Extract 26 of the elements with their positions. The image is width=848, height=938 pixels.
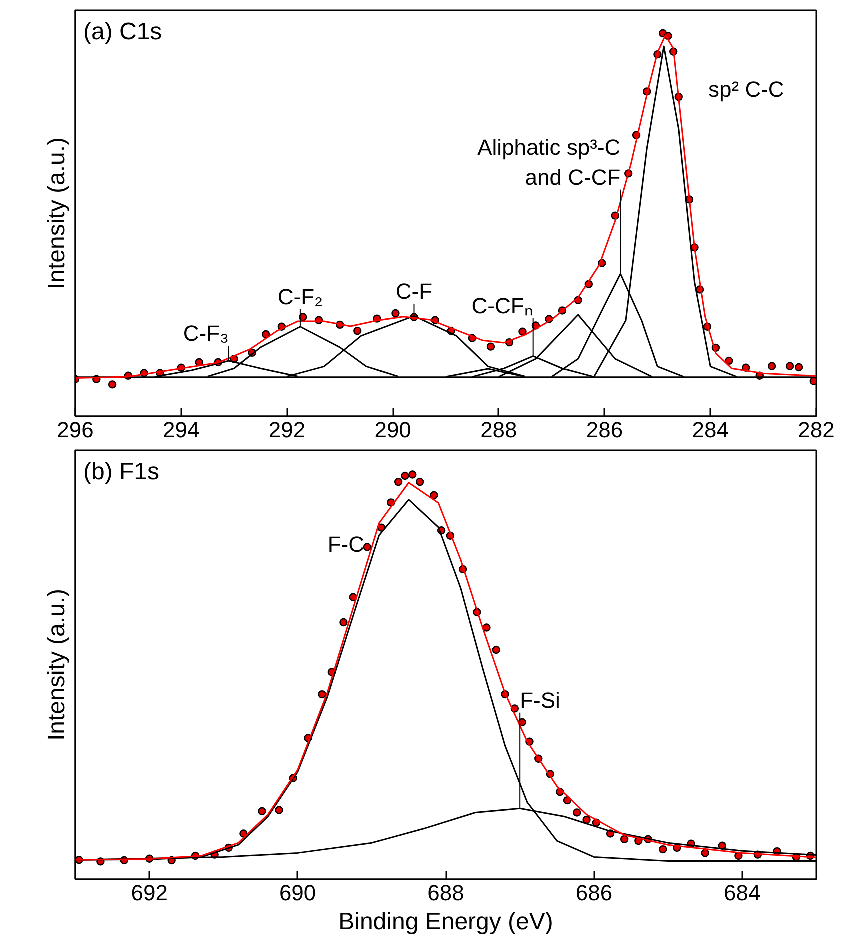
series-label: C-CFₙ <box>472 293 534 318</box>
y-axis-title: Intensity (a.u.) <box>44 137 70 290</box>
series-label: F-C <box>328 532 365 557</box>
x-tick-label: 690 <box>279 880 316 906</box>
x-tick-label: 286 <box>586 418 624 442</box>
y-axis-title: Intensity (a.u.) <box>44 588 70 742</box>
x-tick-label: 292 <box>268 418 306 442</box>
text: Aliphatic sp³-C and C-CF <box>478 134 621 190</box>
series-label: C-F <box>396 278 433 304</box>
series-label: C-F₂ <box>278 284 324 310</box>
series-label: C-F₃ <box>183 321 230 346</box>
x-tick-label: 288 <box>480 418 518 442</box>
text: F-Si <box>520 688 560 713</box>
x-axis-title: Binding Energy (eV) <box>338 908 554 936</box>
x-tick-label: 290 <box>374 418 412 442</box>
chart-title: (a) C1s <box>84 18 162 46</box>
x-tick-label: 282 <box>798 418 835 442</box>
x-tick-label: 688 <box>428 880 464 906</box>
chart-title: (b) F1s <box>84 458 160 486</box>
series-label: sp² C-C <box>708 77 784 102</box>
x-tick-label: 294 <box>163 418 200 442</box>
x-tick-label: 684 <box>724 880 761 906</box>
x-tick-label: 686 <box>576 880 613 906</box>
x-tick-label: 284 <box>692 418 730 442</box>
x-tick-label: 296 <box>57 418 94 442</box>
x-tick-label: 692 <box>131 880 168 906</box>
